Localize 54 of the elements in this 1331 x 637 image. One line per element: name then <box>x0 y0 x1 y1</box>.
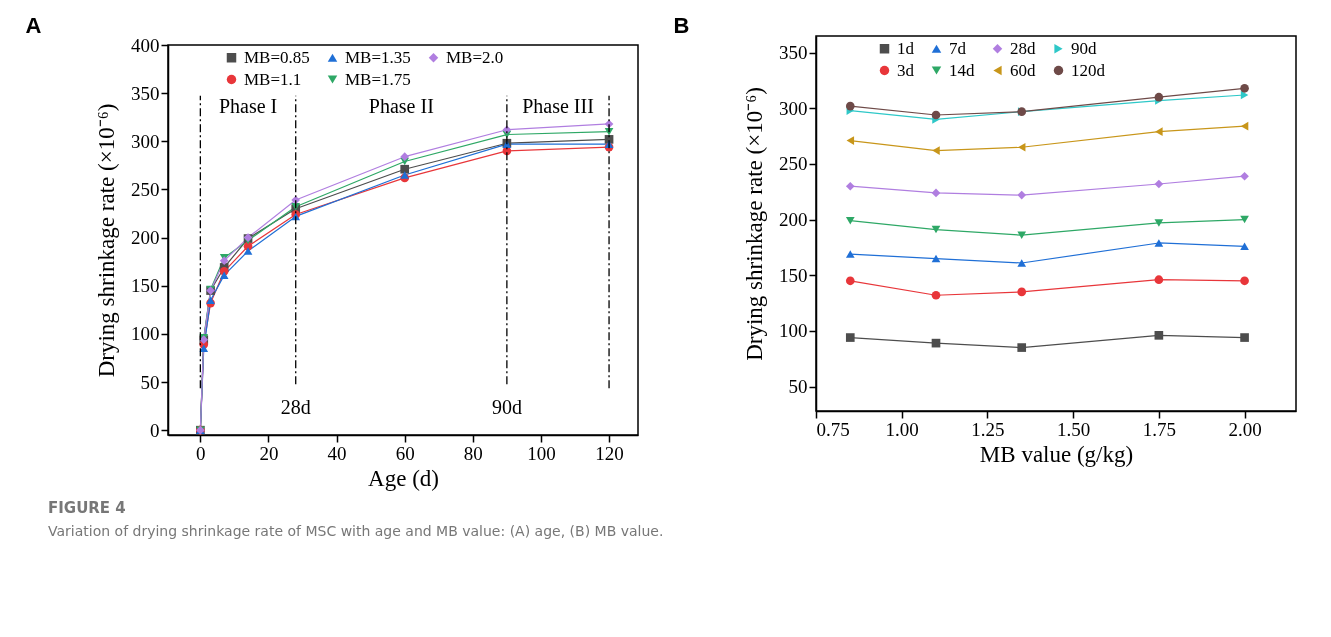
x-tick-label: 100 <box>527 442 556 464</box>
legend-label: 28d <box>1010 38 1036 58</box>
x-tick-label: 60 <box>395 442 415 464</box>
x-tick-label: 1.75 <box>1142 418 1176 440</box>
legend-label: MB=1.75 <box>345 69 411 89</box>
x-tick-label: 0 <box>196 442 206 464</box>
x-axis-title: MB value (g/kg) <box>979 441 1134 467</box>
x-tick-label: 2.00 <box>1228 418 1262 440</box>
annotation: Phase II <box>368 95 434 118</box>
chart-title: A <box>25 13 42 38</box>
y-tick-label: 100 <box>779 320 808 342</box>
y-tick-label: 50 <box>140 371 160 393</box>
legend-label: 90d <box>1071 38 1097 58</box>
y-tick-label: 300 <box>131 130 160 152</box>
x-tick-label: 1.50 <box>1057 418 1091 440</box>
x-tick-label: 20 <box>259 442 279 464</box>
text: Variation of drying shrinkage rate of MSC with age and MB value: (A) age, (B) MB value. <box>48 523 665 539</box>
y-axis-title: Drying shrinkage rate (×10⁻⁶) <box>742 87 767 361</box>
x-tick-label: 1.25 <box>971 418 1005 440</box>
annotation: Phase I <box>218 95 278 118</box>
x-axis-title: Age (d) <box>368 465 439 491</box>
y-tick-label: 150 <box>131 275 160 297</box>
y-tick-label: 250 <box>779 153 808 175</box>
legend-label: 120d <box>1071 60 1106 80</box>
y-tick-label: 300 <box>779 97 808 119</box>
y-tick-label: 250 <box>131 178 160 200</box>
x-tick-label: 120 <box>595 442 624 464</box>
legend-label: 60d <box>1010 60 1036 80</box>
y-tick-label: 200 <box>779 209 808 231</box>
y-tick-label: 350 <box>131 82 160 104</box>
y-tick-label: 350 <box>779 42 808 64</box>
x-tick-label: 40 <box>327 442 347 464</box>
legend-label: MB=0.85 <box>244 47 310 67</box>
legend-label: MB=2.0 <box>446 47 504 67</box>
legend-label: 3d <box>897 60 915 80</box>
caption: FIGURE 4 <box>48 499 127 517</box>
legend-label: MB=1.1 <box>244 69 302 89</box>
y-tick-label: 200 <box>131 227 160 249</box>
x-tick-label: 1.00 <box>885 418 919 440</box>
legend-label: 1d <box>897 38 915 58</box>
x-tick-label: 0.75 <box>816 418 850 440</box>
x-tick-label: 80 <box>463 442 483 464</box>
ref-line-label: 28d <box>280 395 311 418</box>
legend-label: 14d <box>949 60 975 80</box>
legend-label: MB=1.35 <box>345 47 411 67</box>
y-tick-label: 400 <box>131 34 160 56</box>
y-tick-label: 100 <box>131 323 160 345</box>
ref-line-label: 90d <box>491 395 522 418</box>
chart-title: B <box>673 13 690 38</box>
annotation: Phase III <box>522 95 594 118</box>
y-axis-title: Drying shrinkage rate (×10⁻⁶) <box>94 103 119 378</box>
y-tick-label: 50 <box>788 376 808 398</box>
y-tick-label: 150 <box>779 264 808 286</box>
legend-label: 7d <box>949 38 967 58</box>
